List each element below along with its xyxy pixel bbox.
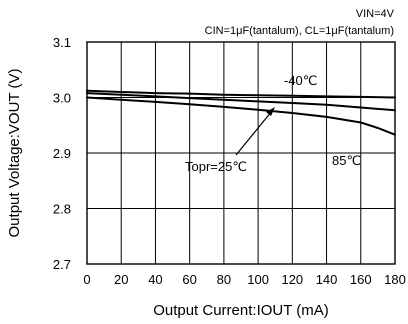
y-axis-title: Output Voltage:VOUT (V) [6, 69, 23, 238]
y-tick-label: 2.8 [53, 202, 71, 217]
x-tick-label: 20 [114, 272, 128, 287]
x-tick-label: 120 [281, 272, 303, 287]
label-85: 85℃ [332, 153, 361, 168]
condition-capacitors: CIN=1μF(tantalum), CL=1μF(tantalum) [205, 25, 394, 37]
condition-vin: VIN=4V [356, 8, 395, 20]
x-tick-label: 140 [316, 272, 338, 287]
series-line-25 [86, 92, 396, 112]
y-tick-label: 3.0 [53, 91, 71, 106]
x-tick-label: 160 [350, 272, 372, 287]
label-minus40: -40℃ [284, 73, 317, 88]
y-tick-label: 2.7 [53, 257, 71, 272]
grid [87, 42, 395, 264]
x-tick-label: 180 [384, 272, 406, 287]
x-tick-label: 0 [83, 272, 90, 287]
x-tick-label: 40 [148, 272, 162, 287]
y-tick-label: 3.1 [53, 35, 71, 50]
series-line-85 [86, 96, 396, 136]
plot-frame [86, 41, 396, 265]
x-tick-label: 60 [182, 272, 196, 287]
tick-labels: 0 20 40 60 80 100 120 140 160 180 2.7 2.8 2.9 3.0 3.1 [53, 35, 406, 287]
pointer-arrow-shaft [235, 110, 273, 156]
pointer-arrow [235, 107, 275, 156]
x-axis-title: Output Current:IOUT (mA) [153, 302, 329, 319]
pointer-arrow-head [266, 107, 275, 116]
series-group [86, 89, 396, 136]
x-tick-label: 100 [247, 272, 269, 287]
x-tick-label: 80 [217, 272, 231, 287]
y-tick-label: 2.9 [53, 146, 71, 161]
series-line-minus40 [86, 89, 396, 99]
label-topr-25: Topr=25℃ [185, 159, 247, 174]
